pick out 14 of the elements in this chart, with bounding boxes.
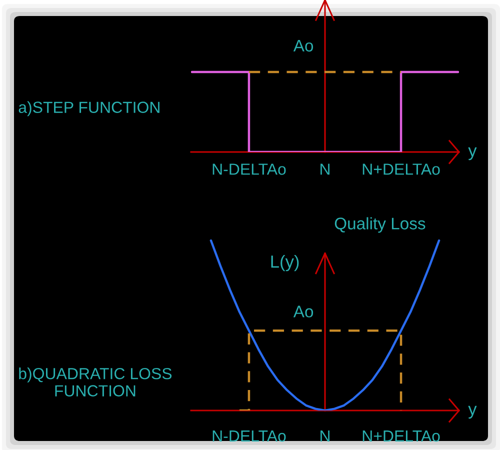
text: Quality Loss [334, 217, 426, 233]
x-tick-label: N-DELTAo [212, 430, 286, 442]
x-tick-label: N+DELTAo [362, 164, 440, 175]
text: a)STEP FUNCTION [18, 101, 160, 116]
x-tick-label: N [320, 430, 330, 442]
y-axis-title: L(y) [271, 255, 299, 272]
text: b)QUADRATIC LOSS FUNCTION [19, 368, 172, 396]
x-tick-label: N-DELTAo [212, 164, 286, 175]
x-tick-label: N+DELTAo [362, 430, 440, 442]
x-tick-label: N [320, 164, 330, 175]
x-axis-title: y [468, 406, 477, 419]
annotation: Ao [293, 306, 314, 318]
text: Ao [293, 40, 314, 52]
x-axis-title: y [468, 147, 477, 160]
